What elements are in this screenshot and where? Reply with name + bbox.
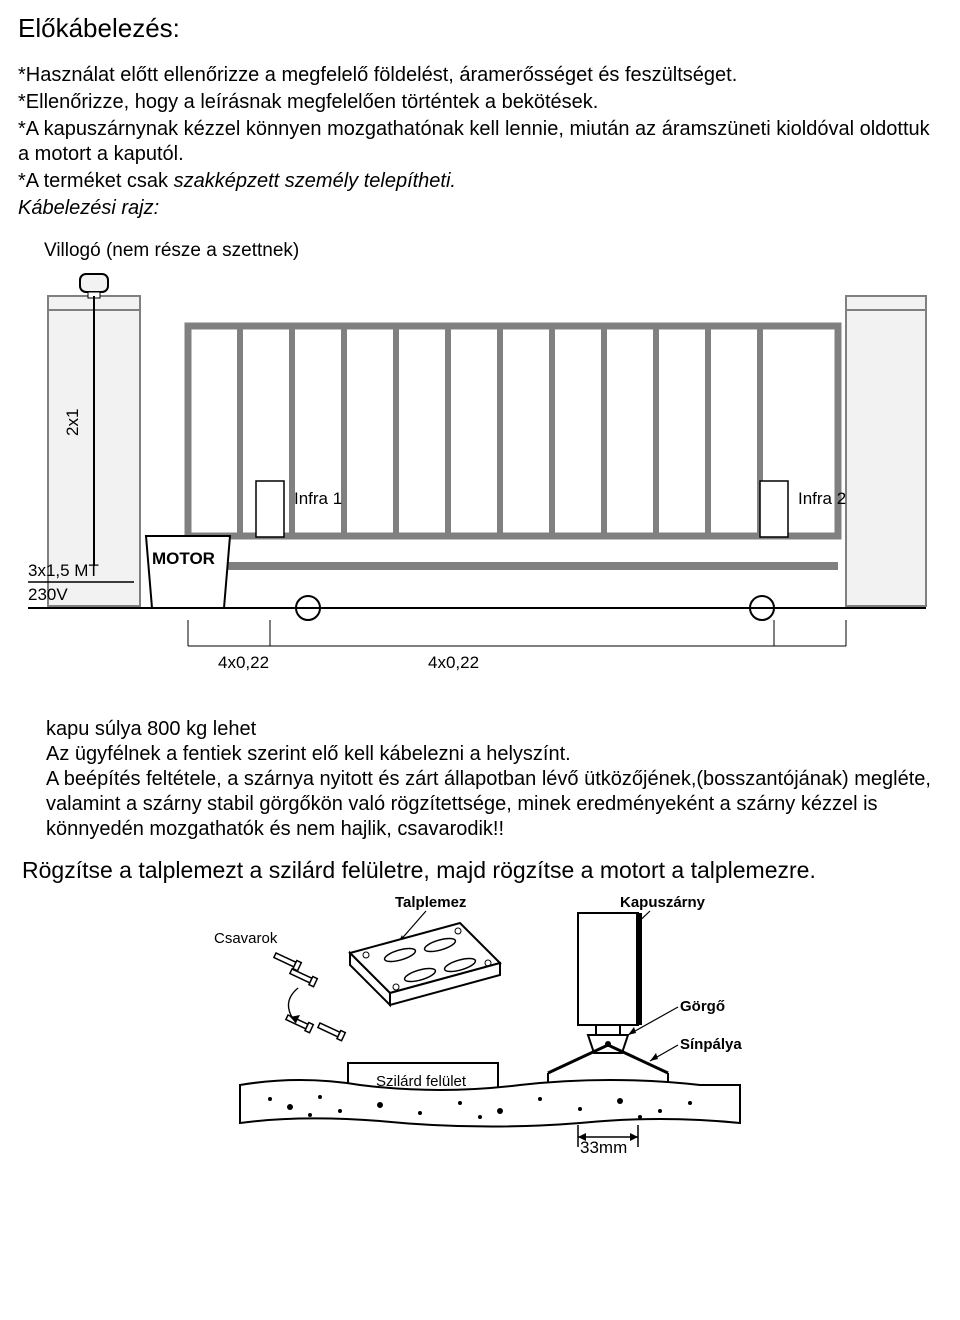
label-leaf: Kapuszárny [620, 894, 706, 911]
label-power-1: 3x1,5 MT [28, 561, 99, 580]
label-plate: Talplemez [395, 894, 466, 911]
flash-caption: Villogó (nem része a szettnek) [44, 239, 942, 263]
paragraph-2: *Ellenőrizze, hogy a leírásnak megfelelő… [18, 90, 942, 115]
label-dimension: 33mm [580, 1138, 627, 1153]
weight-line: kapu súlya 800 kg lehet [46, 717, 942, 742]
label-roller: Görgő [680, 998, 725, 1015]
installer-note-prefix: *A terméket csak [18, 170, 174, 192]
label-cable-bottom-2: 4x0,22 [428, 653, 479, 672]
condition-line: A beépítés feltétele, a szárnya nyitott … [46, 767, 942, 842]
paragraph-3: *A kapuszárnynak kézzel könnyen mozgatha… [18, 117, 942, 167]
installer-note: *A terméket csak szakképzett személy tel… [18, 169, 942, 194]
label-screws: Csavarok [214, 930, 278, 947]
label-infra-2: Infra 2 [798, 489, 846, 508]
label-2x1: 2x1 [63, 409, 82, 436]
page-title: Előkábelezés: [18, 12, 942, 45]
label-rail: Sínpálya [680, 1036, 742, 1053]
label-cable-bottom-1: 4x0,22 [218, 653, 269, 672]
cabling-diagram: 2x1 Infra 1 Infra 2 MOTOR 3x1,5 MT 230V … [18, 266, 942, 703]
gate-weight-block: kapu súlya 800 kg lehet Az ügyfélnek a f… [46, 717, 942, 842]
mounting-diagram: Talplemez Kapuszárny Csavarok [180, 893, 780, 1160]
label-power-2: 230V [28, 585, 68, 604]
label-motor: MOTOR [152, 549, 215, 568]
paragraph-1: *Használat előtt ellenőrizze a megfelelő… [18, 63, 942, 88]
drawing-label: Kábelezési rajz: [18, 196, 942, 221]
installer-note-italic: szakképzett személy telepítheti. [174, 170, 456, 192]
customer-line: Az ügyfélnek a fentiek szerint elő kell … [46, 742, 942, 767]
label-infra-1: Infra 1 [294, 489, 342, 508]
mounting-subtitle: Rögzítse a talplemezt a szilárd felületr… [22, 856, 942, 885]
